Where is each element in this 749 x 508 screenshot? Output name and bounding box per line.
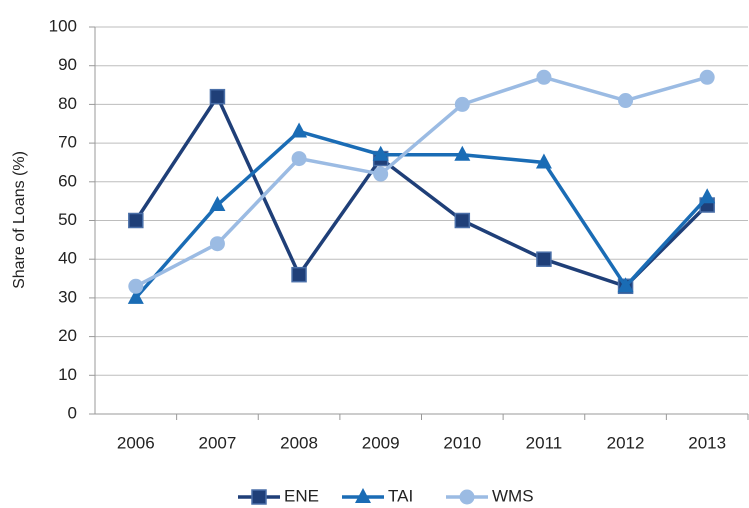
y-tick-label: 20 xyxy=(58,326,77,345)
x-tick-label: 2007 xyxy=(199,433,237,452)
y-tick-label: 70 xyxy=(58,133,77,152)
legend-label: ENE xyxy=(284,486,319,505)
marker xyxy=(355,488,371,503)
legend-label: WMS xyxy=(492,486,534,505)
x-tick-label: 2012 xyxy=(607,433,645,452)
series-line xyxy=(134,93,709,289)
x-tick-label: 2008 xyxy=(280,433,318,452)
y-tick-label: 0 xyxy=(68,403,77,422)
y-tick-label: 10 xyxy=(58,365,77,384)
x-tick-label: 2011 xyxy=(526,433,563,452)
x-tick-label: 2010 xyxy=(443,433,481,452)
series-line xyxy=(134,129,709,300)
y-tick-label: 80 xyxy=(58,94,77,113)
marker xyxy=(127,288,144,304)
marker xyxy=(536,69,552,85)
marker xyxy=(454,96,470,112)
y-tick-label: 30 xyxy=(58,287,77,306)
marker xyxy=(536,251,552,267)
x-tick-label: 2013 xyxy=(688,433,726,452)
marker xyxy=(128,212,144,229)
y-tick-label: 90 xyxy=(58,55,77,74)
marker xyxy=(535,153,552,169)
x-tick-label: 2006 xyxy=(117,433,155,452)
marker xyxy=(372,145,389,161)
y-tick-label: 100 xyxy=(49,16,77,35)
marker xyxy=(373,166,389,182)
marker xyxy=(699,188,716,204)
y-tick-label: 50 xyxy=(58,210,77,229)
marker xyxy=(128,278,144,294)
marker xyxy=(454,212,471,229)
x-tick-label: 2009 xyxy=(362,433,400,452)
marker xyxy=(618,93,634,109)
marker xyxy=(209,196,226,212)
y-tick-label: 40 xyxy=(58,249,77,268)
legend-label: TAI xyxy=(388,486,413,505)
marker xyxy=(291,151,307,167)
y-tick-label: 60 xyxy=(58,171,77,190)
marker xyxy=(291,266,307,283)
marker xyxy=(699,69,715,85)
series-line xyxy=(135,75,708,288)
marker xyxy=(251,489,267,505)
y-axis-label: Share of Loans (%) xyxy=(11,151,28,289)
marker xyxy=(291,122,308,138)
marker xyxy=(209,88,226,105)
marker xyxy=(459,489,475,505)
marker xyxy=(617,277,634,293)
marker xyxy=(454,145,471,161)
marker xyxy=(209,236,225,252)
